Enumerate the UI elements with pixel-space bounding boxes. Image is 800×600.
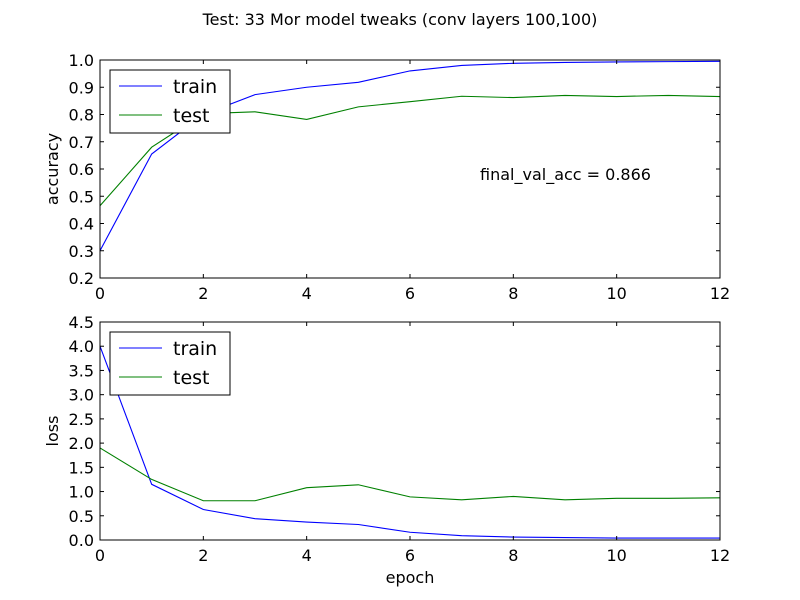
chart-1-x-tick-label: 0 bbox=[95, 284, 105, 303]
chart-2-y-tick-label: 0.0 bbox=[69, 531, 94, 550]
chart-2-y-axis-label: loss bbox=[43, 416, 62, 447]
chart-1-annotation: final_val_acc = 0.866 bbox=[480, 165, 651, 185]
chart-1-group: 0 2 4 6 8 10 12 0.2 0.3 0.4 0.5 0.6 0.7 0.8 0.9 1.0 accu… bbox=[43, 51, 730, 303]
chart-2-x-tick-label: 2 bbox=[198, 546, 208, 565]
chart-2-y-tick-label: 0.5 bbox=[69, 507, 94, 526]
chart-2-x-tick-label: 10 bbox=[606, 546, 626, 565]
chart-1-legend: train test bbox=[109, 69, 231, 134]
chart-2-y-tick-label: 3.0 bbox=[69, 386, 94, 405]
chart-2-y-tick-label: 4.5 bbox=[69, 313, 94, 332]
chart-1-y-tick-label: 0.6 bbox=[69, 160, 94, 179]
chart-2-x-tick-label: 12 bbox=[710, 546, 730, 565]
chart-2-x-axis-label: epoch bbox=[386, 568, 435, 587]
chart-1-x-tick-label: 6 bbox=[405, 284, 415, 303]
chart-1-y-tick-label: 1.0 bbox=[69, 51, 94, 70]
chart-2-y-tick-label: 1.5 bbox=[69, 458, 94, 477]
chart-1-y-tick-label: 0.8 bbox=[69, 106, 94, 125]
chart-1-legend-box bbox=[109, 69, 231, 134]
chart-2-y-tick-label: 3.5 bbox=[69, 361, 94, 380]
figure-title: Test: 33 Mor model tweaks (conv layers 1… bbox=[202, 10, 598, 29]
chart-1-x-tick-label: 8 bbox=[508, 284, 518, 303]
chart-1-y-tick-label: 0.3 bbox=[69, 242, 94, 261]
chart-2-legend-label-test: test bbox=[173, 367, 210, 389]
chart-2-series-test-line bbox=[99, 447, 721, 502]
chart-2-x-tick-label: 8 bbox=[508, 546, 518, 565]
chart-2-y-tick-label: 4.0 bbox=[69, 337, 94, 356]
chart-2-y-tick-label: 1.0 bbox=[69, 483, 94, 502]
chart-2-group: 0 2 4 6 8 10 12 0.0 0.5 1.0 1.5 2.0 2.5 3.0 3.5 4.0 4.5 l… bbox=[43, 313, 730, 587]
chart-2-legend-box bbox=[109, 331, 231, 396]
chart-1-y-tick-label: 0.2 bbox=[69, 269, 94, 288]
chart-1-x-tick-label: 2 bbox=[198, 284, 208, 303]
chart-2-legend: train test bbox=[109, 331, 231, 396]
chart-1-y-tick-label: 0.4 bbox=[69, 215, 94, 234]
chart-1-legend-label-test: test bbox=[173, 105, 210, 127]
chart-2-x-tick-label: 4 bbox=[302, 546, 312, 565]
chart-2-y-tick-label: 2.5 bbox=[69, 410, 94, 429]
chart-1-y-tick-label: 0.9 bbox=[69, 78, 94, 97]
chart-1-y-tick-label: 0.5 bbox=[69, 187, 94, 206]
chart-2-legend-label-train: train bbox=[173, 338, 217, 360]
chart-2-x-tick-label: 0 bbox=[95, 546, 105, 565]
chart-1-legend-label-train: train bbox=[173, 76, 217, 98]
chart-2-y-tick-label: 2.0 bbox=[69, 434, 94, 453]
chart-1-x-tick-label: 10 bbox=[606, 284, 626, 303]
chart-1-y-axis-label: accuracy bbox=[43, 133, 62, 205]
chart-1-x-tick-label: 12 bbox=[710, 284, 730, 303]
chart-1-y-tick-label: 0.7 bbox=[69, 133, 94, 152]
chart-2-x-tick-label: 6 bbox=[405, 546, 415, 565]
chart-1-x-tick-label: 4 bbox=[302, 284, 312, 303]
